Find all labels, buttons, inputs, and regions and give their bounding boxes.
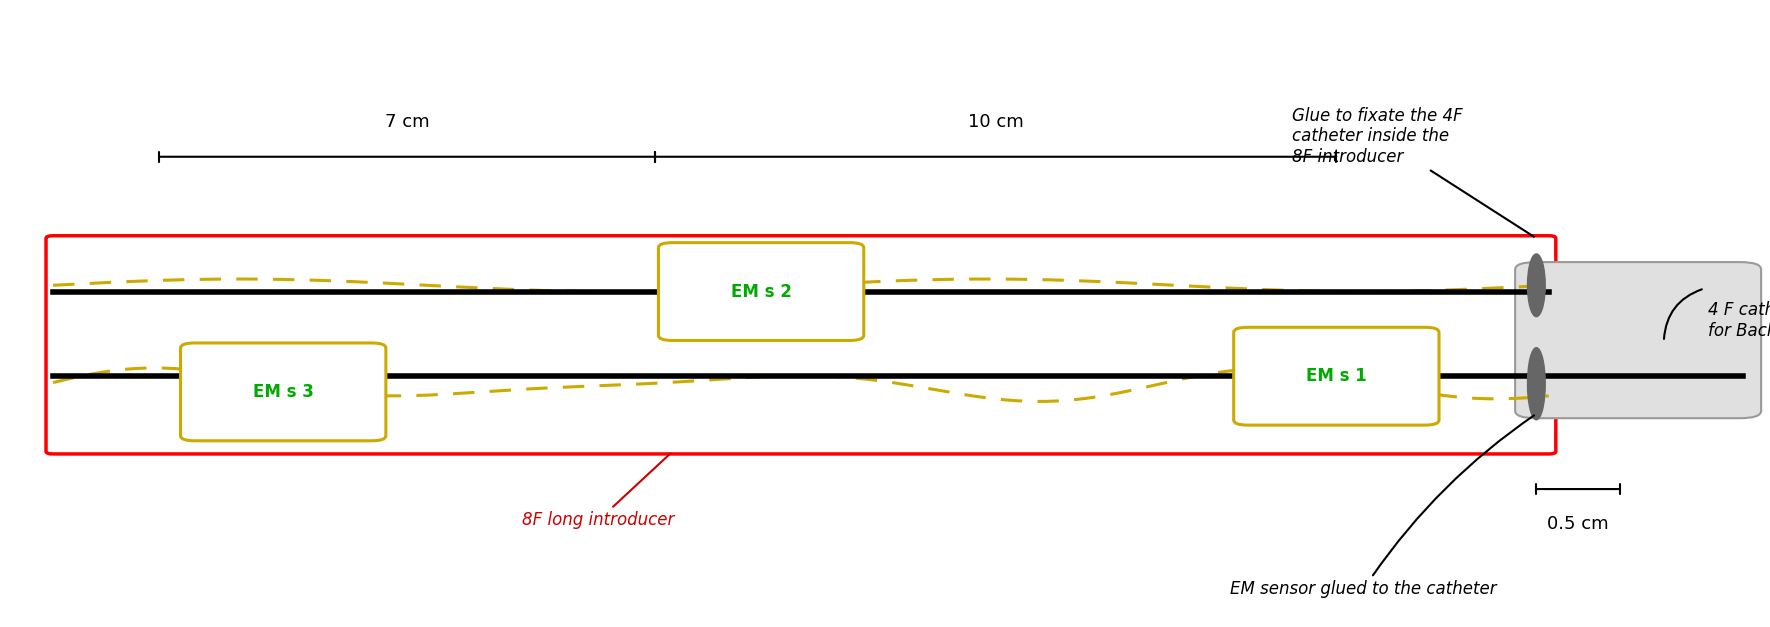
Text: EM sensor glued to the catheter: EM sensor glued to the catheter <box>1230 415 1535 598</box>
Text: Glue to fixate the 4F
catheter inside the
8F introducer: Glue to fixate the 4F catheter inside th… <box>1292 107 1535 237</box>
Ellipse shape <box>1528 254 1545 317</box>
Ellipse shape <box>1528 347 1545 420</box>
Text: EM s 2: EM s 2 <box>731 283 791 300</box>
Text: 0.5 cm: 0.5 cm <box>1547 515 1609 532</box>
Text: 10 cm: 10 cm <box>968 113 1023 131</box>
Text: EM s 3: EM s 3 <box>253 383 313 401</box>
Text: 4 F catheter w/lumen
for Back-Up Meier: 4 F catheter w/lumen for Back-Up Meier <box>1708 301 1770 340</box>
FancyBboxPatch shape <box>46 236 1556 454</box>
FancyBboxPatch shape <box>658 243 864 340</box>
FancyBboxPatch shape <box>181 343 386 441</box>
Text: 8F long introducer: 8F long introducer <box>522 453 674 529</box>
Text: EM s 1: EM s 1 <box>1306 367 1366 385</box>
FancyBboxPatch shape <box>1515 262 1761 418</box>
FancyBboxPatch shape <box>1234 327 1439 425</box>
Text: 7 cm: 7 cm <box>384 113 430 131</box>
